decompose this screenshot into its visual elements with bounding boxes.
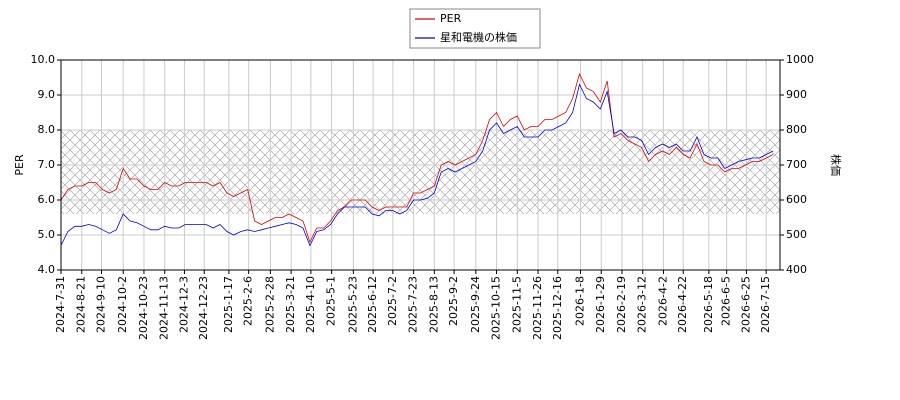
shaded-range: [61, 130, 780, 214]
x-tick-label: 2024-8-21: [75, 276, 88, 333]
y2-tick-label: 400: [786, 263, 807, 276]
x-tick-label: 2024-10-2: [116, 276, 129, 333]
x-tick-label: 2026-6-25: [739, 276, 752, 333]
legend-box: [409, 8, 541, 49]
x-tick-label: 2025-11-5: [510, 276, 523, 333]
x-tick-label: 2026-1-8: [573, 276, 586, 326]
x-tick-label: 2026-4-22: [676, 276, 689, 333]
x-tick-label: 2024-7-31: [54, 276, 67, 333]
x-tick-label: 2025-5-1: [325, 276, 338, 326]
series-line: [60, 72, 774, 244]
x-tick-label: 2025-7-2: [386, 276, 399, 326]
x-tick-label: 2025-8-13: [427, 276, 440, 333]
x-tick-label: 2026-4-2: [656, 276, 669, 326]
legend-label: 星和電機の株価: [440, 30, 517, 44]
x-tick-label: 2025-7-23: [407, 276, 420, 333]
y2-axis-label: 株価: [829, 154, 843, 176]
x-tick-label: 2024-12-3: [177, 276, 190, 333]
y-tick-label: 7.0: [38, 158, 56, 171]
x-tick-label: 2025-11-26: [531, 276, 544, 340]
y-tick-label: 10.0: [31, 53, 56, 66]
x-tick-label: 2025-6-12: [366, 276, 379, 333]
x-tick-label: 2026-1-29: [594, 276, 607, 333]
y2-tick-label: 1000: [786, 53, 814, 66]
x-tick-label: 2025-4-10: [304, 276, 317, 333]
y2-tick-label: 500: [786, 228, 807, 241]
x-tick-label: 2025-1-17: [222, 276, 235, 333]
y-tick-label: 4.0: [38, 263, 56, 276]
x-tick-label: 2024-11-13: [158, 276, 171, 340]
series-line: [60, 83, 774, 247]
x-tick-label: 2026-5-18: [702, 276, 715, 333]
x-tick-label: 2025-5-23: [346, 276, 359, 333]
x-tick-label: 2026-3-12: [636, 276, 649, 333]
x-tick-label: 2025-2-28: [263, 276, 276, 333]
y2-tick-label: 800: [786, 123, 807, 136]
x-tick-label: 2025-3-21: [284, 276, 297, 333]
y-tick-label: 5.0: [38, 228, 56, 241]
x-tick-label: 2025-2-6: [242, 276, 255, 326]
y-tick-label: 8.0: [38, 123, 56, 136]
y2-tick-label: 600: [786, 193, 807, 206]
y-tick-label: 6.0: [38, 193, 56, 206]
y2-tick-label: 700: [786, 158, 807, 171]
x-tick-label: 2026-6-5: [720, 276, 733, 326]
x-tick-label: 2026-7-15: [759, 276, 772, 333]
y2-tick-label: 900: [786, 88, 807, 101]
y-tick-label: 9.0: [38, 88, 56, 101]
x-tick-label: 2025-12-16: [551, 276, 564, 340]
x-tick-label: 2025-9-2: [447, 276, 460, 326]
y-axis-label: PER: [13, 154, 26, 176]
plot-frame: [60, 59, 781, 271]
x-tick-label: 2024-9-10: [94, 276, 107, 333]
x-tick-label: 2024-12-23: [197, 276, 210, 340]
x-tick-label: 2025-10-15: [490, 276, 503, 340]
x-tick-label: 2026-2-19: [615, 276, 628, 333]
legend-label: PER: [440, 12, 462, 25]
x-tick-label: 2025-9-24: [469, 276, 482, 333]
x-tick-label: 2024-10-23: [137, 276, 150, 340]
